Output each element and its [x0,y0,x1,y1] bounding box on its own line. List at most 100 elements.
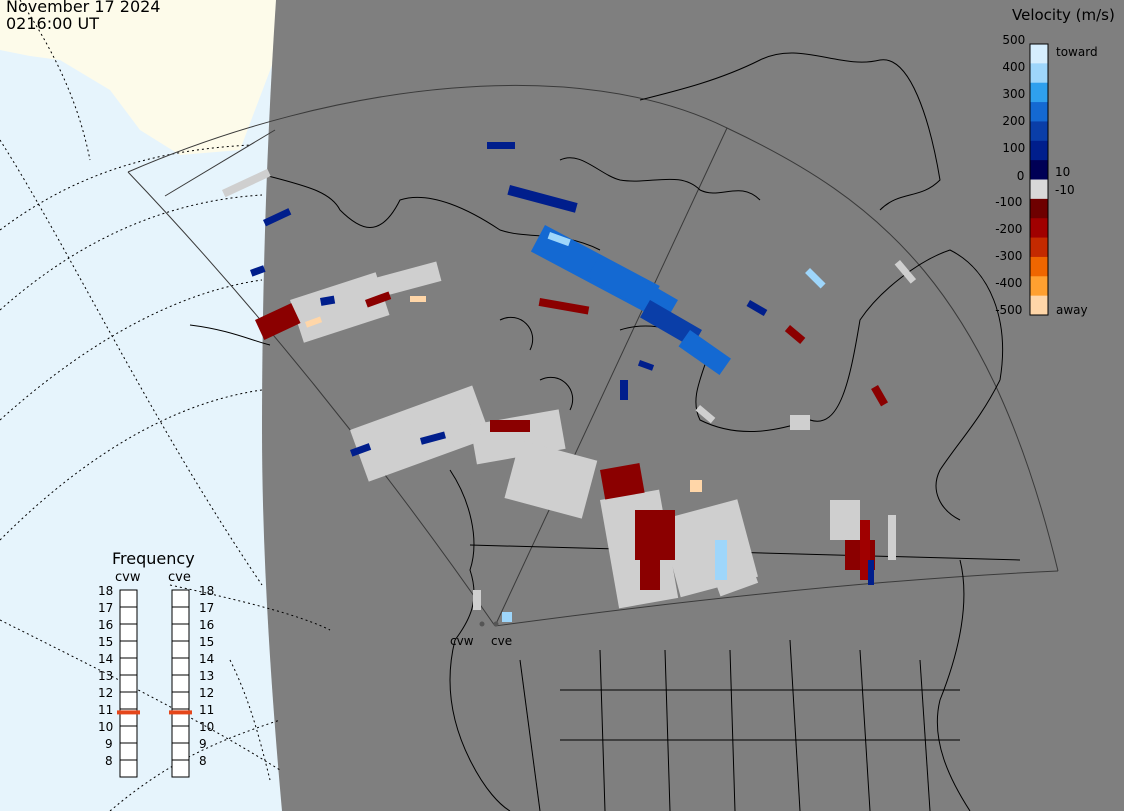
frequency-level-label: 13 [199,669,215,683]
night-region [262,0,1124,811]
scatter-cell [473,590,481,610]
colorbar-segment [1030,121,1048,142]
frequency-level-label: 15 [98,635,114,649]
scatter-cell [620,380,628,400]
colorbar-segment [1030,237,1048,258]
scatter-cell [894,260,917,284]
frequency-cell [171,623,190,642]
frequency-cell [119,589,138,608]
scatter-cell [637,360,655,371]
frequency-level-label: 14 [98,652,114,666]
colorbar-segment [1030,63,1048,84]
velocity-cells [222,142,917,622]
frequency-cell [171,589,190,608]
scatter-cell [350,443,372,457]
scatter-cell [410,296,426,302]
scatter-cell [695,404,716,424]
frequency-cell [119,759,138,778]
scatter-cell [420,431,446,445]
legend-tick-label: -200 [995,222,1023,236]
frequency-cell [171,606,190,625]
scatter-cell [830,500,860,540]
frequency-level-label: 12 [98,686,114,700]
legend-tick-label: -300 [995,249,1023,263]
scatter-cell [868,560,874,585]
frequency-level-label: 17 [98,601,114,615]
frequency-level-label: 16 [199,618,215,632]
colorbar-segment [1030,44,1048,64]
scatter-cell [690,480,702,492]
scatter-cell [350,385,491,482]
frequency-level-label: 11 [98,703,114,717]
freq-radar-cvw-label: cvw [115,570,141,585]
scatter-cell [507,185,578,213]
scatter-cell [222,168,271,198]
legend-tick-label: 100 [1002,141,1026,155]
colorbar-segment [1030,218,1048,239]
frequency-level-label: 12 [199,686,215,700]
frequency-level-label: 15 [199,635,215,649]
colorbar-segment [1030,160,1048,180]
frequency-cell [171,640,190,659]
scatter-cell [860,520,870,580]
frequency-cell [171,691,190,710]
time-label: 0216:00 UT [6,14,100,33]
freq-radar-cve-label: cve [168,570,191,585]
colorbar-segment [1030,102,1048,122]
colorbar-segment [1030,140,1048,161]
legend-tick-label: -500 [995,303,1023,317]
frequency-cell [119,725,138,744]
frequency-cell [119,742,138,761]
scatter-cell [640,560,660,590]
frequency-title: Frequency [112,549,195,568]
frequency-level-label: 18 [199,584,215,598]
legend-tick-label: 0 [1016,169,1025,183]
frequency-cell [119,606,138,625]
scatter-cell [502,612,512,622]
scatter-cell [600,463,645,500]
scatter-cell [255,303,301,340]
frequency-level-label: 13 [98,669,114,683]
radar-label-cvw: cvw [450,634,474,648]
legend-tick-label: -10 [1055,183,1075,197]
radar-label-cve: cve [491,634,513,648]
graticule [0,0,331,811]
scatter-cell [805,267,826,289]
scatter-cell [871,384,889,407]
radar-site-cve [493,621,499,627]
legend-tick-label: 300 [1002,87,1026,101]
frequency-cell [119,623,138,642]
frequency-level-label: 10 [199,720,215,734]
scatter-cell [487,142,515,149]
scatter-cell [715,540,727,580]
colorbar-segment [1030,276,1048,297]
legend-tick-label: -400 [995,276,1023,290]
scatter-cell [746,299,768,317]
scatter-cell [504,440,598,519]
coastlines [189,52,1021,811]
frequency-cell [119,691,138,710]
colorbar-segment [1030,198,1048,219]
scatter-cell [329,261,442,310]
scatter-cell [790,415,810,430]
frequency-cell [171,742,190,761]
legend-away-label: away [1056,303,1088,317]
frequency-marker [169,710,192,715]
scatter-cell [263,208,292,227]
scatter-cell [320,295,336,306]
frequency-level-label: 8 [105,754,113,768]
legend-tick-label: 500 [1002,33,1026,47]
scatter-cell [635,510,675,560]
date-label: November 17 2024 [6,0,161,16]
frequency-cell [171,674,190,693]
colorbar-segment [1030,295,1048,316]
frequency-level-label: 14 [199,652,215,666]
frequency-cell [171,759,190,778]
frequency-level-label: 17 [199,601,215,615]
radar-fov-outline [127,84,1059,627]
frequency-level-label: 9 [199,737,207,751]
legend-tick-label: -100 [995,195,1023,209]
legend-tick-label: 400 [1002,60,1026,74]
velocity-colorbar [1029,43,1049,316]
